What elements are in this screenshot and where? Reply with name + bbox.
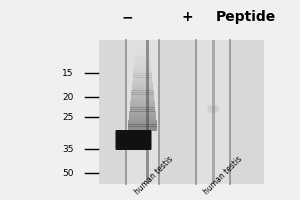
Bar: [129, 114, 156, 116]
Bar: [134, 71, 152, 74]
Bar: [136, 46, 149, 48]
FancyBboxPatch shape: [208, 105, 218, 113]
Text: 35: 35: [62, 144, 74, 154]
Bar: [130, 101, 154, 103]
Bar: [128, 126, 157, 129]
Bar: [132, 86, 153, 88]
Bar: [134, 69, 152, 71]
Bar: [130, 107, 155, 110]
Bar: [133, 77, 152, 80]
Text: +: +: [182, 10, 193, 24]
Bar: [135, 58, 150, 61]
Bar: [129, 111, 156, 114]
Bar: [128, 120, 157, 122]
Bar: [128, 129, 157, 131]
Bar: [134, 65, 151, 67]
Bar: [128, 124, 157, 127]
Bar: [131, 97, 154, 99]
Bar: [131, 94, 154, 97]
Bar: [146, 40, 149, 184]
Text: human testis: human testis: [133, 154, 175, 196]
Text: 15: 15: [62, 68, 74, 77]
Bar: [134, 67, 151, 69]
Text: 20: 20: [62, 92, 74, 102]
Bar: [131, 92, 154, 95]
Bar: [196, 40, 230, 184]
Bar: [129, 116, 156, 118]
Bar: [212, 40, 214, 184]
Text: Peptide: Peptide: [216, 10, 276, 24]
Bar: [130, 99, 154, 101]
Bar: [128, 122, 157, 125]
Bar: [132, 84, 153, 86]
Bar: [133, 80, 152, 82]
Text: −: −: [122, 10, 133, 24]
Bar: [130, 103, 155, 105]
Bar: [99, 40, 264, 184]
Bar: [136, 50, 149, 52]
Bar: [134, 63, 151, 65]
Bar: [130, 105, 155, 108]
Bar: [126, 40, 159, 184]
Bar: [132, 82, 153, 84]
Bar: [132, 88, 153, 91]
Bar: [130, 109, 155, 112]
Bar: [135, 52, 150, 54]
Bar: [134, 60, 151, 63]
Bar: [129, 118, 156, 120]
Text: 25: 25: [62, 112, 74, 121]
Bar: [133, 75, 152, 78]
Bar: [136, 48, 149, 50]
Bar: [135, 56, 150, 59]
FancyBboxPatch shape: [116, 130, 152, 150]
Bar: [135, 54, 150, 57]
Bar: [131, 90, 154, 93]
Text: 50: 50: [62, 168, 74, 178]
Bar: [133, 73, 152, 76]
Text: human testis: human testis: [202, 154, 244, 196]
